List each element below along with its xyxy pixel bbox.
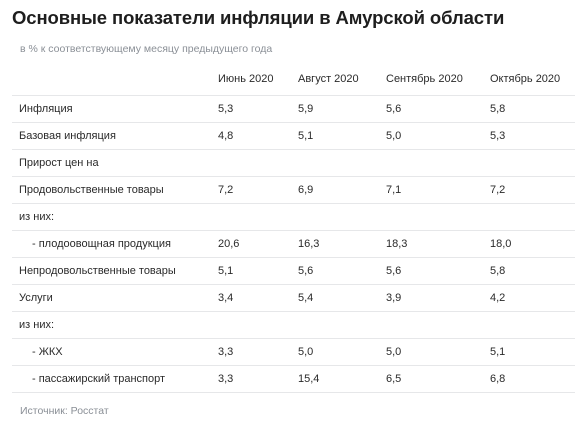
table-cell: 5,0: [386, 130, 402, 142]
table-cell: 5,1: [218, 265, 234, 277]
table-body: Инфляция 5,3 5,9 5,6 5,8 Базовая инфляция 4,8 5…: [12, 96, 575, 393]
table-cell: 5,3: [218, 103, 234, 115]
table-cell: 5,9: [298, 103, 314, 115]
table-cell: 4,8: [218, 130, 234, 142]
table-cell: 7,2: [218, 184, 234, 196]
table-cell: 3,3: [218, 346, 234, 358]
table-cell: 5,6: [386, 103, 402, 115]
table-cell: 5,0: [386, 346, 402, 358]
table-cell: 5,1: [490, 346, 506, 358]
table-row: из них:: [12, 204, 575, 231]
table-cell: 3,4: [218, 292, 234, 304]
row-label: Инфляция: [19, 103, 73, 115]
table-cell: 5,6: [386, 265, 402, 277]
table-cell: 18,0: [490, 238, 512, 250]
table-row: Услуги 3,4 5,4 3,9 4,2: [12, 285, 575, 312]
table-cell: 7,2: [490, 184, 506, 196]
table-row: из них:: [12, 312, 575, 339]
source-note: Источник: Росстат: [20, 405, 109, 417]
inflation-table: Июнь 2020 Август 2020 Сентябрь 2020 Октя…: [12, 68, 575, 393]
column-header: Июнь 2020: [218, 73, 274, 85]
table-cell: 6,9: [298, 184, 314, 196]
table-cell: 4,2: [490, 292, 506, 304]
table-row: Непродовольственные товары 5,1 5,6 5,6 5,8: [12, 258, 575, 285]
table-cell: 5,4: [298, 292, 314, 304]
table-cell: 18,3: [386, 238, 408, 250]
row-label: Прирост цен на: [19, 157, 99, 169]
table-cell: 15,4: [298, 373, 320, 385]
row-label: - плодоовощная продукция: [32, 238, 171, 250]
table-cell: 5,6: [298, 265, 314, 277]
table-cell: 5,8: [490, 103, 506, 115]
row-label: Непродовольственные товары: [19, 265, 176, 277]
table-cell: 20,6: [218, 238, 240, 250]
table-row: - пассажирский транспорт 3,3 15,4 6,5 6,8: [12, 366, 575, 393]
row-label: из них:: [19, 319, 55, 331]
table-row: Инфляция 5,3 5,9 5,6 5,8: [12, 96, 575, 123]
table-row: Базовая инфляция 4,8 5,1 5,0 5,3: [12, 123, 575, 150]
row-label: - пассажирский транспорт: [32, 373, 166, 385]
table-row: Продовольственные товары 7,2 6,9 7,1 7,2: [12, 177, 575, 204]
column-header: Сентябрь 2020: [386, 73, 463, 85]
page-subtitle: в % к соответствующему месяцу предыдущег…: [20, 43, 273, 55]
page-title: Основные показатели инфляции в Амурской …: [12, 7, 505, 28]
table-row: - плодоовощная продукция 20,6 16,3 18,3 18,0: [12, 231, 575, 258]
table-cell: 5,3: [490, 130, 506, 142]
row-label: Услуги: [19, 292, 53, 304]
row-label: - ЖКХ: [32, 346, 63, 358]
table-row: - ЖКХ 3,3 5,0 5,0 5,1: [12, 339, 575, 366]
table-cell: 3,9: [386, 292, 402, 304]
column-header: Октябрь 2020: [490, 73, 561, 85]
table-cell: 3,3: [218, 373, 234, 385]
table-cell: 5,0: [298, 346, 314, 358]
table-cell: 6,8: [490, 373, 506, 385]
table-header-row: Июнь 2020 Август 2020 Сентябрь 2020 Октя…: [12, 68, 575, 96]
row-label: из них:: [19, 211, 55, 223]
row-label: Продовольственные товары: [19, 184, 164, 196]
table-cell: 7,1: [386, 184, 402, 196]
table-cell: 16,3: [298, 238, 320, 250]
table-cell: 5,8: [490, 265, 506, 277]
column-header: Август 2020: [298, 73, 359, 85]
table-row: Прирост цен на: [12, 150, 575, 177]
row-label: Базовая инфляция: [19, 130, 116, 142]
table-cell: 5,1: [298, 130, 314, 142]
table-cell: 6,5: [386, 373, 402, 385]
